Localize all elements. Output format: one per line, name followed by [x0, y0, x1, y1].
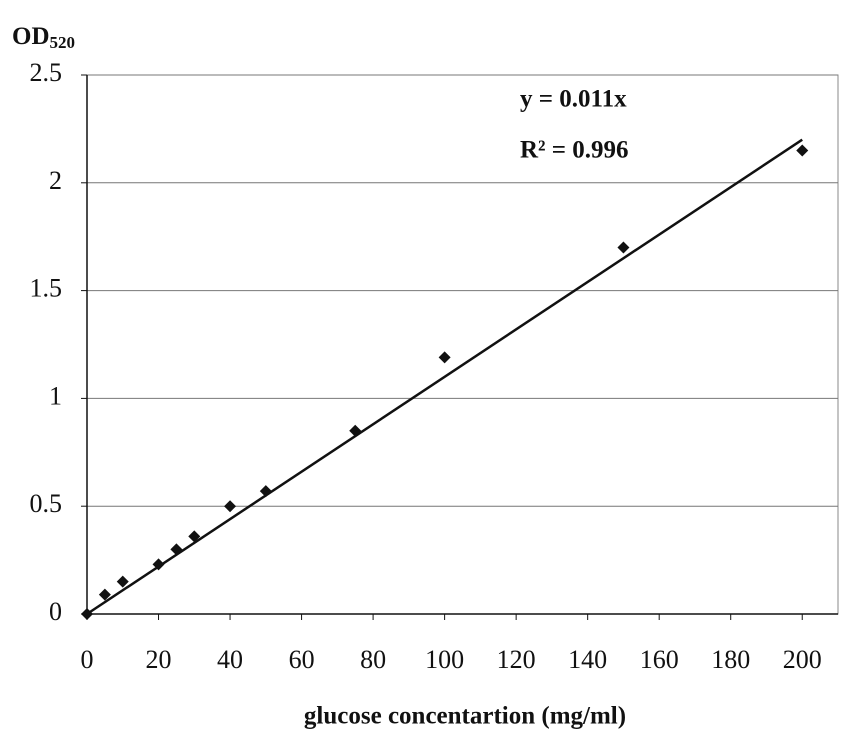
x-tick-label: 40: [217, 645, 243, 674]
y-tick-label: 1: [49, 381, 62, 410]
x-axis-title: glucose concentartion (mg/ml): [304, 703, 626, 730]
data-point: [81, 608, 93, 620]
trendline-equation: y = 0.011x: [520, 86, 627, 113]
data-point: [617, 241, 630, 254]
data-point: [224, 500, 237, 513]
x-tick-label: 80: [360, 645, 386, 674]
y-tick-label: 1.5: [30, 274, 63, 303]
data-point: [170, 543, 183, 556]
data-point: [259, 485, 272, 498]
trendline-r2: R² = 0.996: [520, 137, 629, 164]
x-tick-label: 200: [783, 645, 822, 674]
y-axis-title-subscript: 520: [50, 33, 76, 52]
y-tick-label: 2: [49, 166, 62, 195]
x-tick-label: 100: [425, 645, 464, 674]
y-tick-label: 0: [49, 597, 62, 626]
y-axis-title-main: OD: [12, 23, 50, 50]
x-tick-label: 140: [568, 645, 607, 674]
x-tick-label: 20: [146, 645, 172, 674]
x-tick-label: 60: [289, 645, 315, 674]
data-point: [796, 144, 809, 157]
data-point: [98, 588, 111, 601]
data-point: [188, 530, 201, 543]
data-point: [438, 351, 451, 364]
trendline: [86, 138, 803, 616]
data-point: [116, 575, 129, 588]
y-axis-title: OD520: [12, 23, 75, 52]
x-tick-label: 0: [81, 645, 94, 674]
data-point: [152, 558, 165, 571]
y-tick-label: 2.5: [30, 58, 63, 87]
y-tick-label: 0.5: [30, 489, 63, 518]
x-tick-label: 160: [640, 645, 679, 674]
x-tick-label: 120: [497, 645, 536, 674]
x-tick-label: 180: [711, 645, 750, 674]
plot-area: [86, 74, 839, 615]
data-point: [349, 424, 362, 437]
